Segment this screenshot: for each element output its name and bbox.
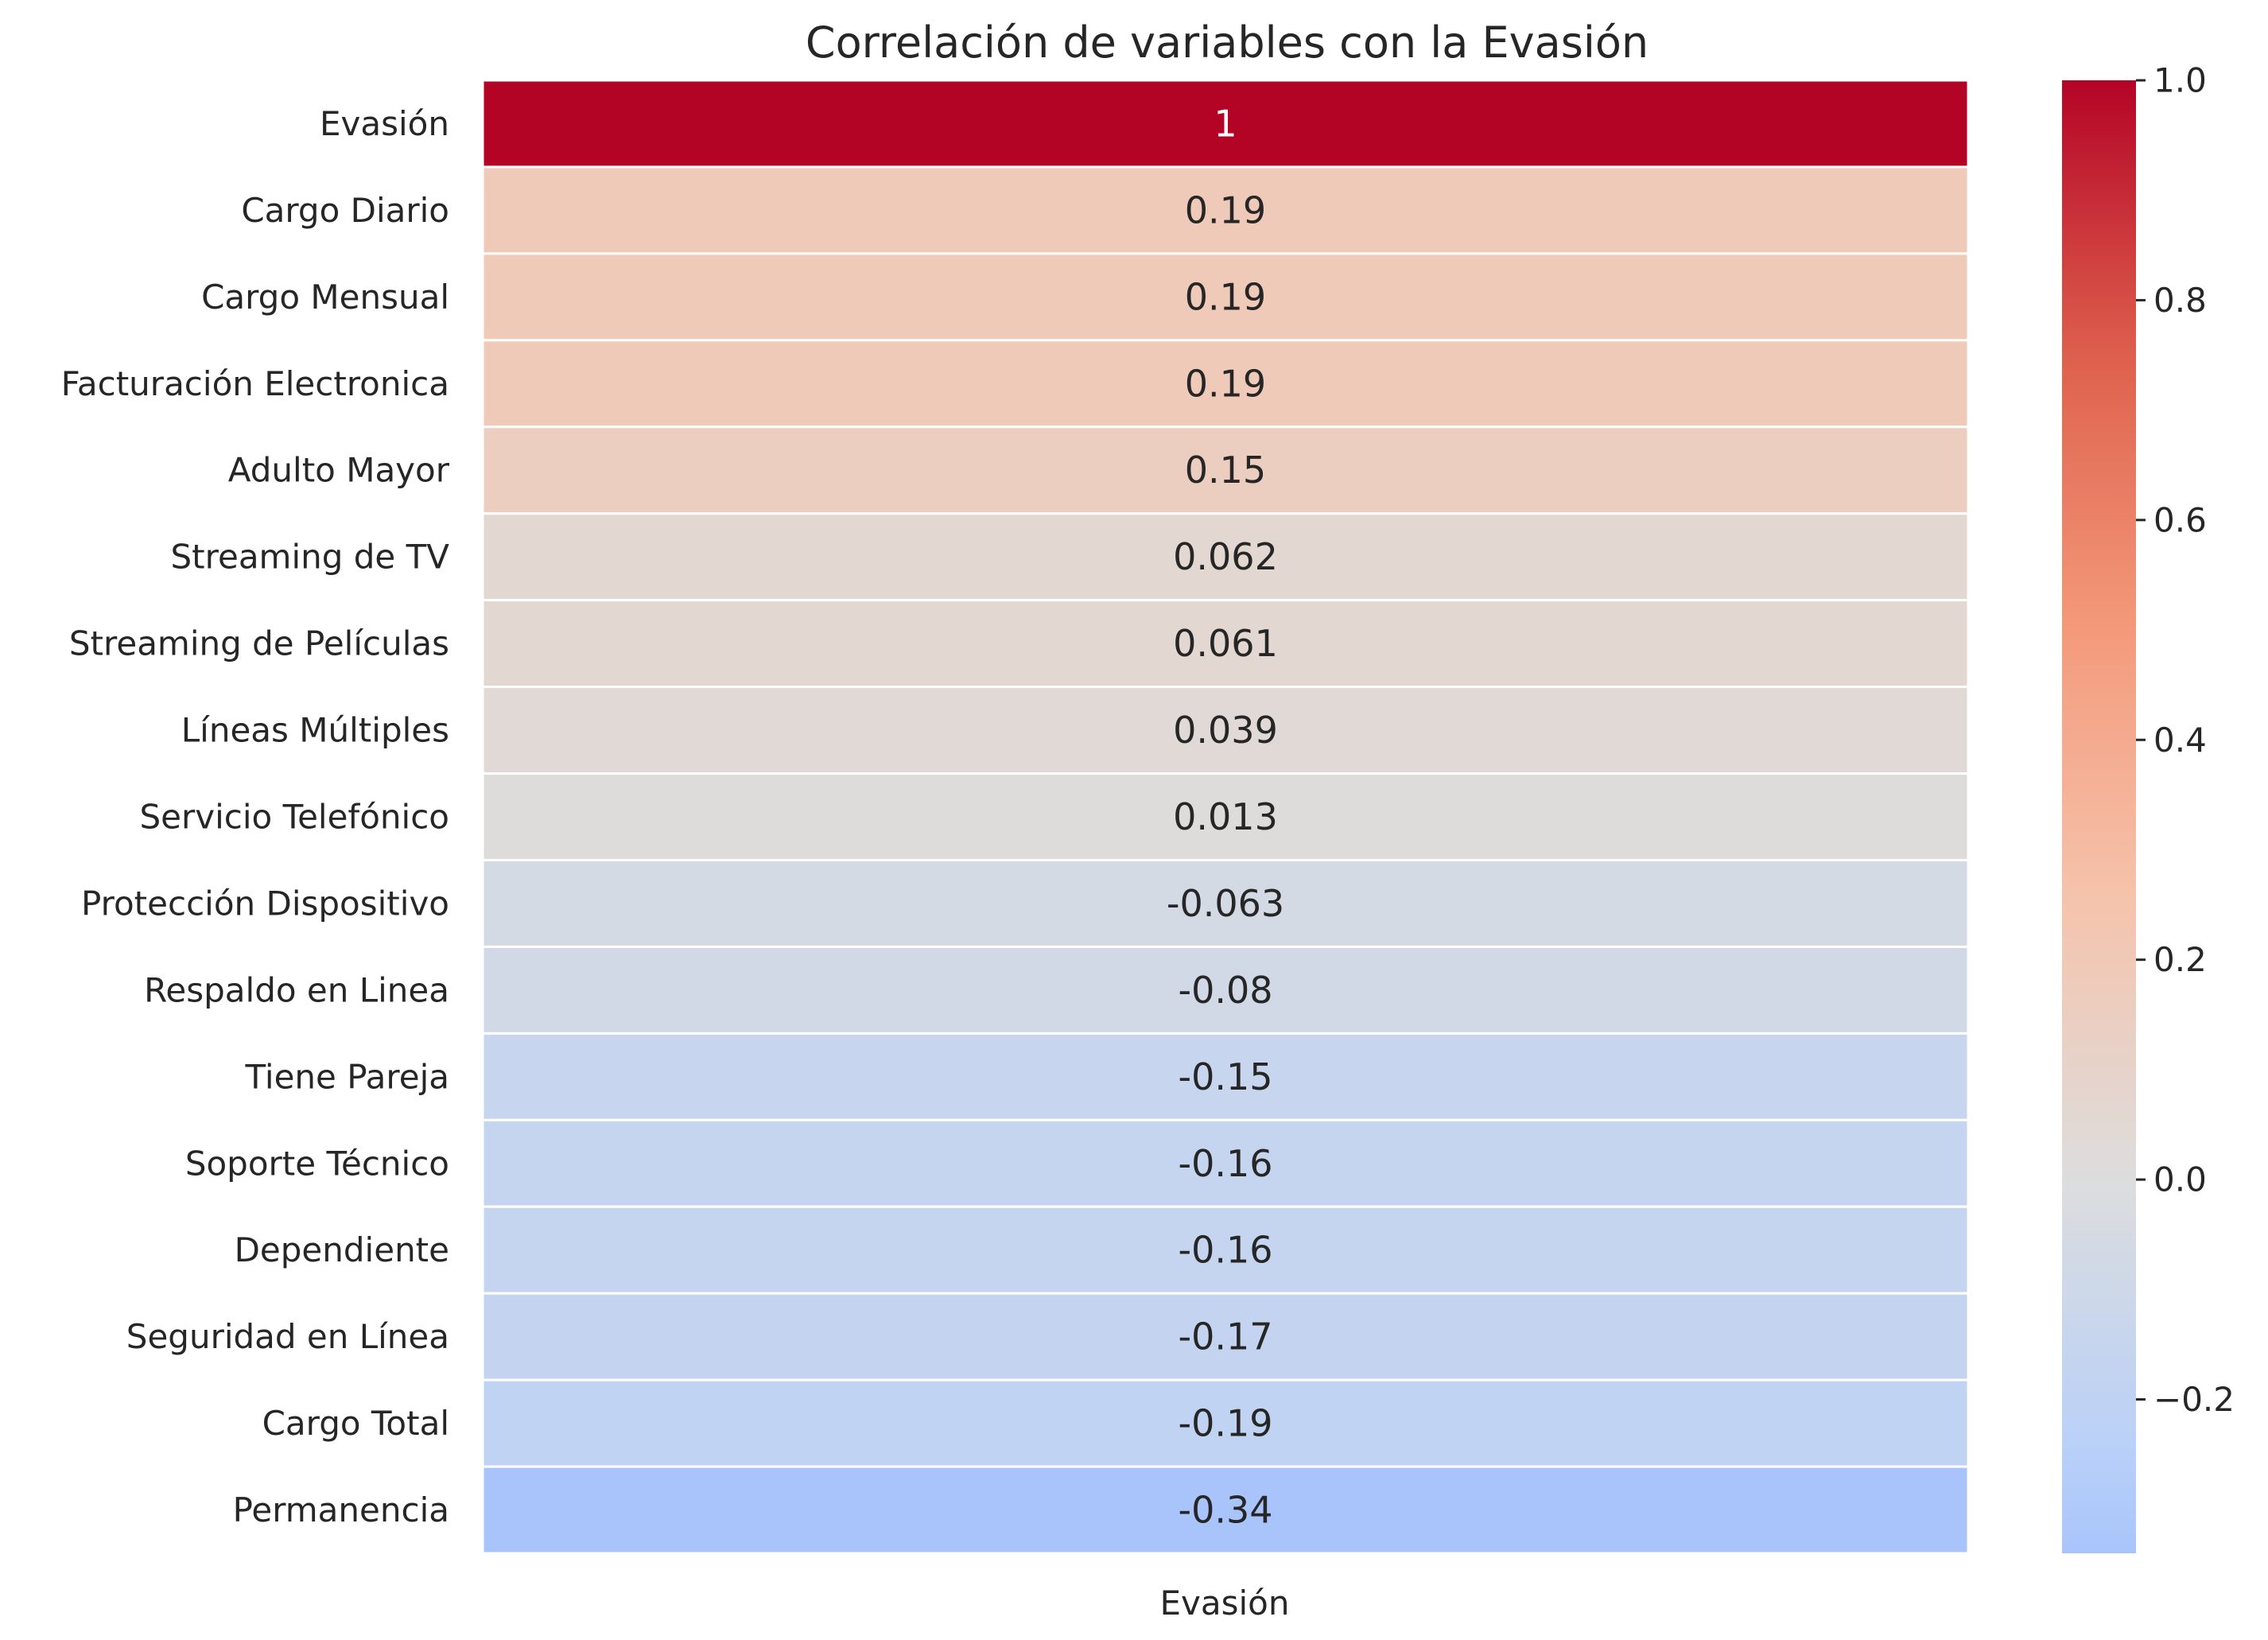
row-label: Streaming de TV <box>171 538 450 577</box>
heatmap-cell <box>481 1378 1970 1468</box>
row-label: Adulto Mayor <box>228 451 450 490</box>
cell-value-label: 0.061 <box>1173 622 1278 665</box>
row-label: Streaming de Películas <box>69 624 449 663</box>
cell-value-label: -0.063 <box>1167 882 1284 925</box>
cell-value-label: 0.19 <box>1185 188 1266 231</box>
heatmap-cell <box>481 339 1970 429</box>
cell-value-label: 0.039 <box>1173 709 1278 752</box>
row-label: Cargo Mensual <box>201 278 449 317</box>
cell-value-label: 0.013 <box>1173 795 1278 838</box>
cell-value-label: -0.17 <box>1178 1315 1272 1358</box>
heatmap-cell <box>481 1205 1970 1295</box>
cell-value-label: 0.15 <box>1185 449 1266 492</box>
cell-value-label: -0.16 <box>1178 1142 1272 1185</box>
heatmap-cell <box>481 1292 1970 1382</box>
heatmap-cell <box>481 858 1970 948</box>
heatmap-cell <box>481 1032 1970 1121</box>
row-label: Servicio Telefónico <box>139 798 449 837</box>
colorbar: 1.0 0.8 0.6 0.4 0.2 0.0 −0.2 <box>2062 61 2235 1553</box>
cell-value-label: 1 <box>1214 102 1237 145</box>
chart-title: Correlación de variables con la Evasión <box>806 17 1649 68</box>
colorbar-gradient <box>2062 80 2136 1553</box>
row-label: Cargo Diario <box>241 191 449 230</box>
row-label: Tiene Pareja <box>245 1057 449 1096</box>
cell-value-label: 0.19 <box>1185 275 1266 318</box>
column-label: Evasión <box>1160 1584 1290 1623</box>
colorbar-tick-label: 0.6 <box>2153 500 2207 539</box>
cell-value-label: -0.16 <box>1178 1229 1272 1272</box>
cell-value-label: -0.08 <box>1178 969 1272 1012</box>
row-label: Facturación Electronica <box>61 364 449 403</box>
row-label: Protección Dispositivo <box>81 884 449 923</box>
heatmap-cell <box>481 252 1970 342</box>
row-label: Permanencia <box>233 1490 449 1529</box>
cell-value-label: 0.062 <box>1173 535 1278 578</box>
row-label: Cargo Total <box>262 1404 449 1443</box>
heatmap-cell <box>481 79 1970 169</box>
cell-value-label: 0.19 <box>1185 362 1266 405</box>
colorbar-tick-label: 0.0 <box>2153 1160 2207 1199</box>
row-label: Evasión <box>320 104 449 143</box>
heatmap-cell <box>481 165 1970 255</box>
heatmap-cell <box>481 512 1970 602</box>
row-label: Líneas Múltiples <box>181 711 449 750</box>
heatmap-cells: 1 0.19 0.19 0.19 0.15 0.062 0.061 0.039 0.013 -0.… <box>481 79 1970 1555</box>
heatmap-cell <box>481 945 1970 1035</box>
colorbar-tick-label: 0.2 <box>2153 940 2207 979</box>
heatmap-cell <box>481 1465 1970 1555</box>
row-label: Soporte Técnico <box>185 1144 449 1183</box>
heatmap-cell <box>481 686 1970 775</box>
colorbar-tick-label: 0.8 <box>2153 281 2207 320</box>
colorbar-tick-label: −0.2 <box>2153 1380 2235 1419</box>
colorbar-tick-label: 0.4 <box>2153 721 2207 760</box>
row-label: Respaldo en Linea <box>144 970 449 1009</box>
cell-value-label: -0.34 <box>1178 1489 1272 1532</box>
colorbar-tick-label: 1.0 <box>2153 61 2207 100</box>
row-labels: Evasión Cargo Diario Cargo Mensual Facturac… <box>61 104 450 1529</box>
row-label: Dependiente <box>235 1230 449 1269</box>
cell-value-label: -0.15 <box>1178 1055 1272 1098</box>
cell-value-label: -0.19 <box>1178 1402 1272 1445</box>
row-label: Seguridad en Línea <box>126 1317 449 1356</box>
